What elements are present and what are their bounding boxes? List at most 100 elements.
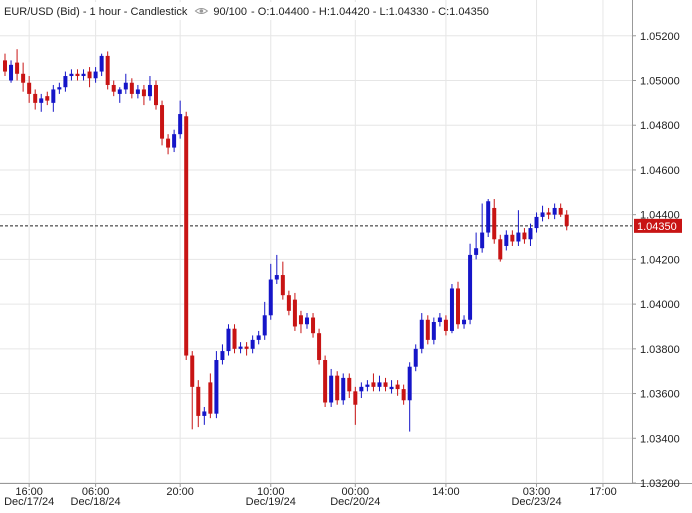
last-price-label: 1.04350 <box>637 221 677 233</box>
candle-body <box>147 84 152 97</box>
candle-body <box>462 319 467 325</box>
candle-body <box>63 76 68 88</box>
last-price-box <box>634 218 682 233</box>
candle-body <box>93 71 98 79</box>
candle-body <box>516 232 521 242</box>
candle-body <box>389 386 394 390</box>
visible-count: 90/100 <box>213 6 247 18</box>
candle-body <box>329 375 334 403</box>
candle-body <box>57 87 62 90</box>
candle-body <box>353 391 358 405</box>
y-tick-label: 1.05200 <box>640 31 680 43</box>
candle-body <box>305 317 309 325</box>
header-background <box>2 2 442 20</box>
x-tick-label: 16:00 <box>15 486 43 498</box>
candle-body <box>15 62 20 74</box>
axes: 1.05200 1.05000 1.04800 1.04600 1.04400 1.042… <box>4 31 682 508</box>
x-date-label: Dec/17/24 <box>4 496 54 508</box>
y-tick-label: 1.05000 <box>640 76 680 88</box>
candle-body <box>117 89 122 94</box>
candle-body <box>51 89 56 103</box>
candle-body <box>528 228 533 240</box>
candle-body <box>111 84 116 92</box>
candle-body <box>166 138 171 148</box>
candle-body <box>335 375 340 401</box>
visibility-icon[interactable] <box>194 8 209 14</box>
candle-body <box>268 279 273 316</box>
candle-body <box>292 299 297 327</box>
candle-body <box>99 55 104 72</box>
candle-body <box>238 346 243 349</box>
y-tick-label: 1.04000 <box>640 299 680 311</box>
candle-body <box>208 382 213 414</box>
candle-body <box>141 89 146 97</box>
candle-body <box>371 382 376 387</box>
candle-body <box>443 319 448 331</box>
candle-body <box>69 73 74 77</box>
candle-body <box>456 288 460 325</box>
y-tick-label: 1.03800 <box>640 344 680 356</box>
candle-body <box>552 207 557 215</box>
candle-body <box>87 71 92 79</box>
x-tick-label: 03:00 <box>523 486 551 498</box>
candle-body <box>431 322 436 340</box>
candle-body <box>510 234 515 242</box>
candle-body <box>383 382 388 387</box>
candle-body <box>564 214 569 226</box>
candle-body <box>323 360 328 403</box>
candle-body <box>311 317 316 334</box>
candle-body <box>135 89 140 94</box>
y-tick-label: 1.03600 <box>640 389 680 401</box>
x-tick-label: 14:00 <box>432 486 460 498</box>
candle-body <box>274 275 279 280</box>
candle-body <box>540 212 545 217</box>
candle-body <box>81 73 86 77</box>
candles <box>3 49 569 432</box>
candle-body <box>480 232 485 249</box>
candle-body <box>377 382 382 387</box>
candle-body <box>27 82 32 94</box>
candle-body <box>498 239 503 260</box>
candle-body <box>419 319 424 349</box>
candle-body <box>105 55 110 85</box>
candle-body <box>298 315 303 325</box>
x-tick-label: 06:00 <box>82 486 110 498</box>
candle-body <box>474 248 479 255</box>
x-date-label: Dec/18/24 <box>71 496 121 508</box>
y-tick-label: 1.04400 <box>640 210 680 222</box>
candle-body <box>202 411 207 416</box>
chart-title: EUR/USD (Bid) - 1 hour - Candlestick <box>4 6 188 18</box>
candle-body <box>558 207 563 215</box>
ohlc-readout: - O:1.04400 - H:1.04420 - L:1.04330 - C:… <box>251 6 489 18</box>
candle-body <box>437 317 442 322</box>
candle-body <box>286 295 291 311</box>
candle-body <box>341 377 346 401</box>
candle-body <box>534 216 539 229</box>
candle-body <box>154 84 158 106</box>
candle-body <box>3 60 7 72</box>
candle-body <box>486 201 491 233</box>
candle-body <box>365 384 370 387</box>
candle-body <box>160 105 165 139</box>
candle-body <box>129 82 134 94</box>
candle-body <box>178 114 183 135</box>
candle-body <box>522 232 527 240</box>
candle-body <box>9 64 14 81</box>
candle-body <box>449 288 454 331</box>
candle-body <box>280 275 285 296</box>
y-tick-label: 1.03400 <box>640 433 680 445</box>
candle-body <box>45 96 50 101</box>
candle-body <box>413 348 418 367</box>
candle-body <box>347 377 352 392</box>
eye-outline <box>194 8 209 14</box>
x-tick-label: 17:00 <box>589 486 617 498</box>
candle-body <box>123 82 128 90</box>
candle-body <box>244 346 249 349</box>
x-date-label: Dec/23/24 <box>511 496 561 508</box>
candle-body <box>21 73 26 83</box>
candle-body <box>226 328 231 352</box>
candle-body <box>33 93 38 103</box>
candle-body <box>184 116 189 356</box>
